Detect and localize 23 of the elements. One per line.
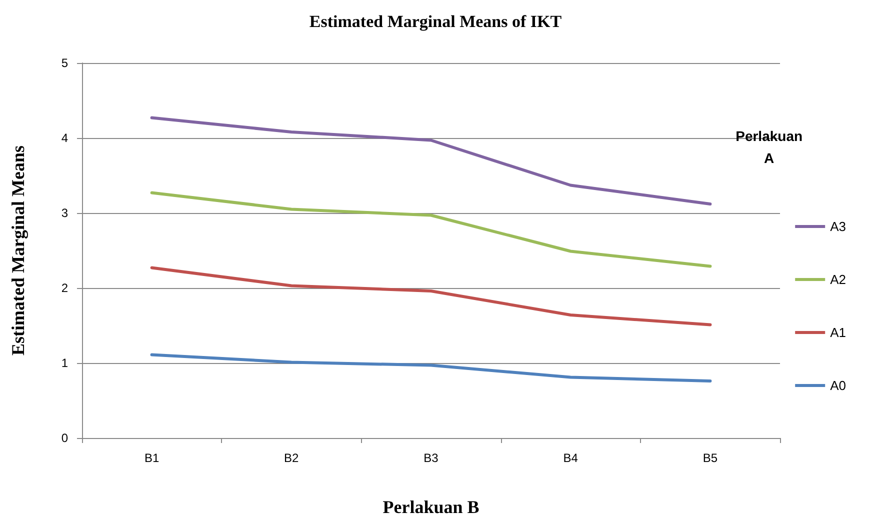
x-axis-title: Perlakuan B (382, 497, 480, 517)
y-axis-title: Estimated Marginal Means (8, 146, 28, 356)
y-tick-label: 4 (61, 131, 68, 145)
legend-title: Perlakuan A (736, 128, 803, 166)
line-series (150, 353, 712, 382)
y-tick-label: 1 (61, 356, 68, 370)
x-tick-label: B1 (144, 451, 160, 465)
line-series (150, 266, 712, 326)
y-tick-label: 0 (61, 431, 68, 445)
legend-label: A2 (830, 272, 846, 287)
x-tick-label: B5 (702, 451, 718, 465)
line-series (150, 116, 712, 206)
legend-label: A1 (830, 325, 846, 340)
x-tick-label: B4 (563, 451, 578, 465)
y-tick-label: 5 (61, 56, 68, 70)
x-tick-label: B3 (424, 451, 439, 465)
y-tick-label: 2 (61, 281, 68, 295)
line-series (150, 191, 712, 268)
legend-label: A0 (830, 378, 846, 393)
chart-title: Estimated Marginal Means of IKT (309, 12, 562, 31)
legend-label: A3 (830, 219, 846, 234)
y-tick-label: 3 (61, 206, 68, 220)
x-tick-label: B2 (284, 451, 300, 465)
